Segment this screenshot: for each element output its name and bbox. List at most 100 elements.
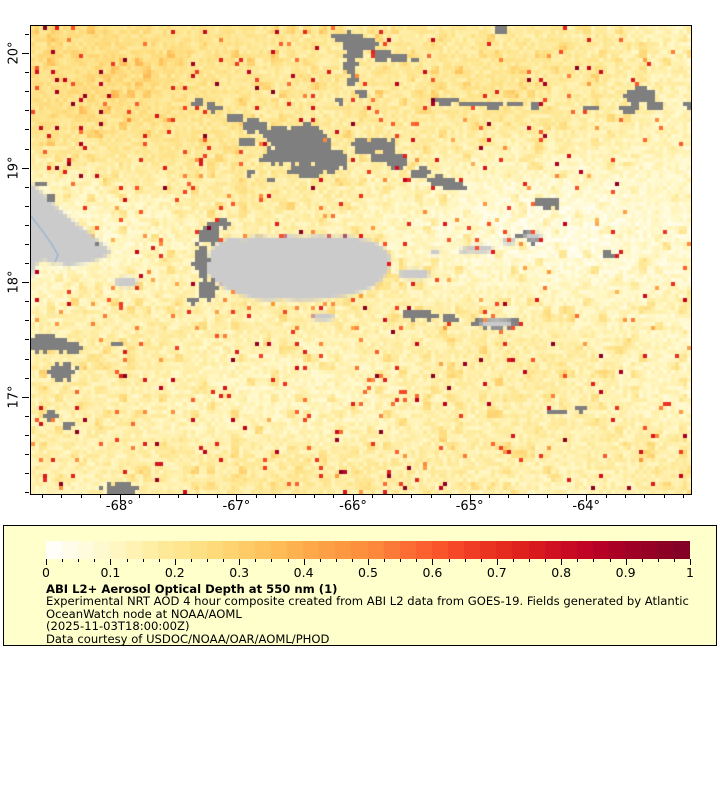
y-minor-tick [25,186,29,188]
x-minor-tick [197,494,199,498]
colorbar-tick-label: 0.5 [358,565,378,580]
y-minor-tick [25,415,29,417]
x-tick-label: -66° [339,499,367,514]
colorbar-tick-label: 1 [686,565,694,580]
legend-title: ABI L2+ Aerosol Optical Depth at 550 nm … [46,582,338,596]
colorbar-minor-tick [641,559,643,562]
colorbar-tick-label: 0.8 [551,565,572,580]
colorbar-minor-tick [448,559,450,562]
y-minor-tick [25,72,29,74]
colorbar-major-tick [625,559,627,565]
x-minor-tick [663,494,665,498]
colorbar-minor-tick [480,559,482,562]
colorbar-minor-tick [62,559,64,562]
x-minor-tick [255,494,257,498]
colorbar-minor-tick [223,559,225,562]
y-minor-tick [25,224,29,226]
colorbar-tick-label: 0.9 [615,565,636,580]
colorbar-major-tick [561,559,563,565]
colorbar-major-tick [496,559,498,565]
colorbar-major-tick [368,559,369,565]
legend-courtesy: Data courtesy of USDOC/NOAA/OAR/AOML/PHO… [46,631,330,646]
y-minor-tick [25,263,29,265]
y-minor-tick [25,148,29,150]
colorbar-tick-label: 0.6 [422,565,443,580]
y-minor-tick [25,33,29,35]
x-minor-tick [527,494,529,498]
y-minor-tick [25,129,29,131]
y-major-tick [22,53,29,54]
colorbar-minor-tick [512,559,514,562]
colorbar-minor-tick [335,559,337,562]
x-minor-tick [41,494,43,498]
colorbar-minor-tick [351,559,353,562]
colorbar-minor-tick [545,559,547,562]
x-minor-tick [100,494,102,498]
colorbar-minor-tick [593,559,595,562]
legend-timestamp: (2025-11-03T18:00:00Z) [46,619,190,634]
x-minor-tick [80,494,82,498]
y-minor-tick [25,339,29,341]
colorbar-minor-tick [158,559,160,562]
x-minor-tick [488,494,490,498]
colorbar-minor-tick [657,559,659,562]
colorbar-minor-tick [577,559,579,562]
x-minor-tick [61,494,63,498]
x-minor-tick [605,494,607,498]
x-major-tick [469,494,471,501]
colorbar-major-tick [110,559,112,565]
x-minor-tick [624,494,626,498]
x-minor-tick [139,494,141,498]
colorbar-tick-label: 0 [42,565,50,580]
x-tick-label: -65° [455,499,484,514]
legend-text-block: ABI L2+ Aerosol Optical Depth at 550 nm … [46,583,696,645]
y-minor-tick [25,377,29,379]
colorbar-minor-tick [94,559,96,562]
x-minor-tick [391,494,393,498]
x-major-tick [352,494,354,501]
colorbar-tick-label: 0.7 [486,565,507,580]
x-minor-tick [275,494,277,498]
x-minor-tick [508,494,510,498]
x-minor-tick [644,494,646,498]
x-major-tick [586,494,588,501]
colorbar-minor-tick [609,559,611,562]
legend-description-line: OceanWatch node at NOAA/AOML [46,606,242,621]
y-tick-label: 17° [6,385,22,409]
colorbar-minor-tick [416,559,418,562]
colorbar-major-tick [690,559,691,565]
colorbar-minor-tick [384,559,386,562]
colorbar-minor-tick [207,559,208,562]
y-major-tick [22,396,29,398]
colorbar-minor-tick [287,559,289,562]
colorbar-tick-label: 0.4 [293,565,314,580]
legend-description-line: Experimental NRT AOD 4 hour composite cr… [46,594,689,609]
x-minor-tick [177,494,179,498]
colorbar-minor-tick [464,559,466,562]
x-minor-tick [158,494,160,498]
colorbar-minor-tick [400,559,402,562]
colorbar-major-tick [432,559,434,565]
x-minor-tick [333,494,335,498]
colorbar-minor-tick [319,559,321,562]
y-minor-tick [25,454,29,455]
colorbar-major-tick [46,559,47,565]
x-minor-tick [314,494,315,498]
x-tick-label: -67° [222,499,251,514]
y-minor-tick [25,91,29,93]
x-minor-tick [450,494,451,498]
x-minor-tick [372,494,374,498]
aod-map-canvas [31,26,691,494]
y-minor-tick [25,358,29,360]
y-tick-label: 20° [6,41,22,65]
x-major-tick [119,494,121,501]
x-minor-tick [294,494,296,498]
colorbar-major-tick [303,559,305,565]
x-tick-label: -68° [105,499,134,514]
x-minor-tick [216,494,218,498]
colorbar-tick-label: 0.2 [164,565,185,580]
colorbar-minor-tick [190,559,192,562]
colorbar-major-tick [239,559,241,565]
y-minor-tick [25,492,29,494]
